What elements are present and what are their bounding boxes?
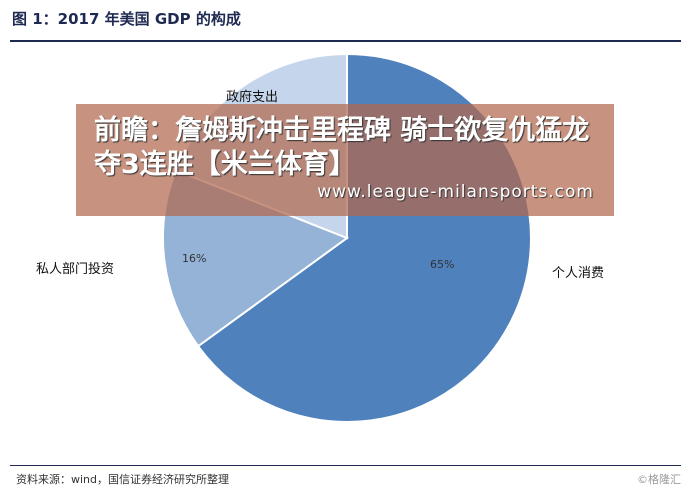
slice-value-label-0: 65% <box>430 258 454 271</box>
slice-category-label-0: 个人消费 <box>552 266 604 281</box>
banner-headline: 前瞻：詹姆斯冲击里程碑 骑士欲复仇猛龙夺3连胜【米兰体育】 <box>94 115 590 180</box>
slice-value-label-1: 16% <box>182 252 206 265</box>
footer-divider <box>10 465 681 466</box>
slice-category-label-2: 政府支出 <box>226 90 278 105</box>
banner-url[interactable]: www.league-milansports.com <box>317 182 594 202</box>
slice-category-label-1: 私人部门投资 <box>36 261 114 277</box>
overlay-banner[interactable]: 前瞻：詹姆斯冲击里程碑 骑士欲复仇猛龙夺3连胜【米兰体育】 www.league… <box>76 104 614 216</box>
source-note: 资料来源：wind，国信证券经济研究所整理 <box>16 473 230 486</box>
header-divider <box>10 40 681 42</box>
figure-header: 图 1：2017 年美国 GDP 的构成 <box>0 0 691 42</box>
figure-title: 图 1：2017 年美国 GDP 的构成 <box>12 10 241 28</box>
watermark-logo: ©格隆汇 <box>637 473 681 486</box>
